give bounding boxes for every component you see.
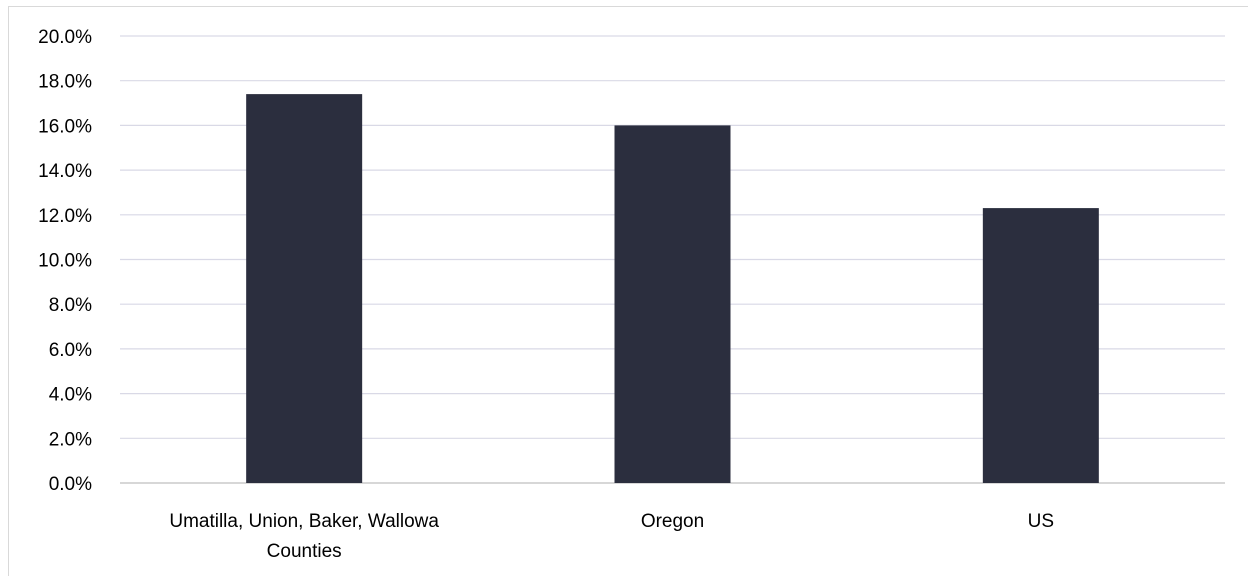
y-tick-label: 12.0% — [38, 206, 92, 227]
bars — [246, 94, 1099, 484]
x-tick-label: Counties — [267, 541, 342, 562]
y-tick-label: 2.0% — [49, 429, 92, 450]
x-tick-label: Oregon — [641, 511, 704, 532]
y-tick-label: 4.0% — [49, 385, 92, 406]
bar — [614, 125, 731, 484]
x-tick-label: Umatilla, Union, Baker, Wallowa — [169, 511, 439, 532]
chart-frame — [8, 6, 1248, 576]
y-tick-label: 10.0% — [38, 251, 92, 272]
y-tick-label: 14.0% — [38, 161, 92, 182]
x-axis-ticks: Umatilla, Union, Baker, Wallowa Counties O… — [169, 511, 1054, 562]
y-tick-label: 20.0% — [38, 27, 92, 48]
y-tick-label: 0.0% — [49, 474, 92, 495]
bar — [246, 94, 363, 484]
y-tick-label: 6.0% — [49, 340, 92, 361]
bar — [982, 208, 1099, 483]
y-axis-ticks: 0.0% 2.0% 4.0% 6.0% 8.0% 10.0% 12.0% 14.0% 16.0%… — [38, 27, 92, 495]
x-tick-label: US — [1028, 511, 1054, 532]
y-tick-label: 8.0% — [49, 295, 92, 316]
y-tick-label: 16.0% — [38, 116, 92, 137]
y-tick-label: 18.0% — [38, 72, 92, 93]
